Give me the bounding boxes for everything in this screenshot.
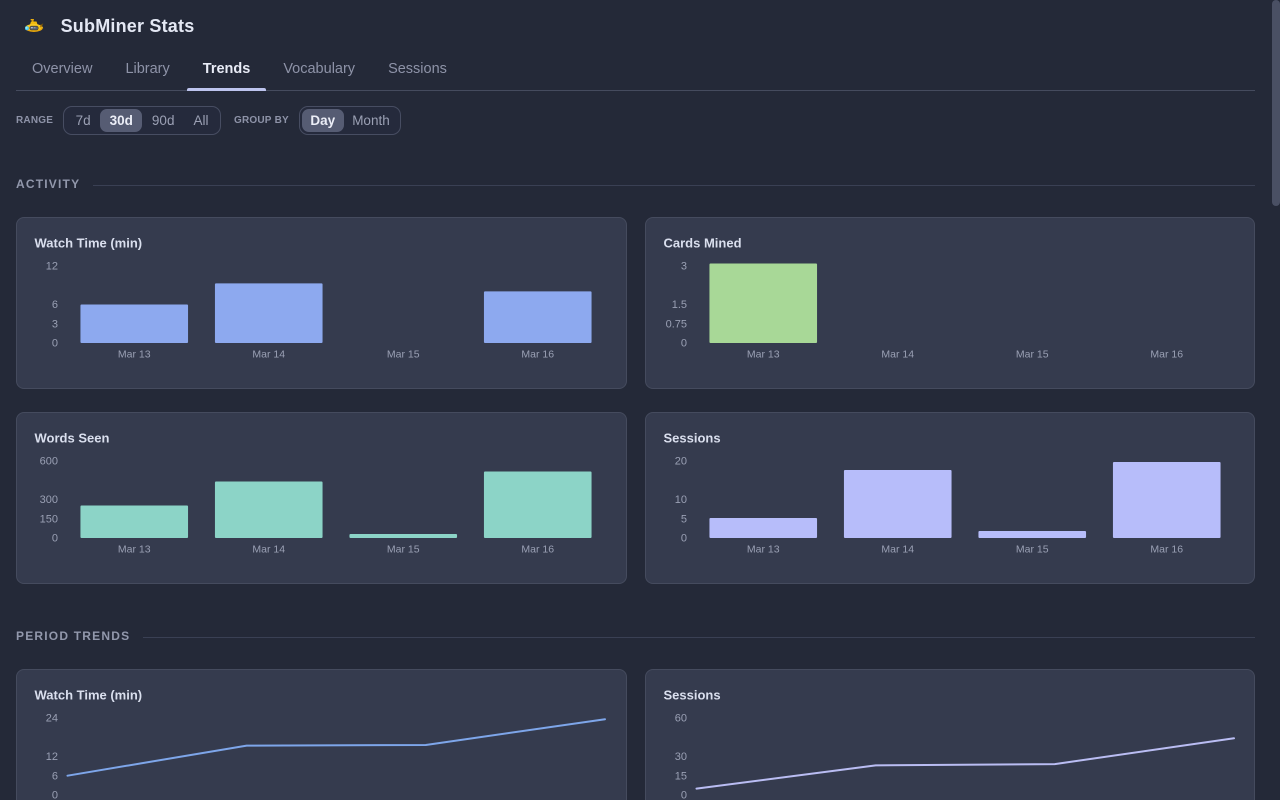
svg-text:Watch Time (min): Watch Time (min) [35,235,143,250]
svg-text:Sessions: Sessions [663,688,720,703]
svg-text:Cards Mined: Cards Mined [663,235,741,250]
svg-text:10: 10 [674,494,686,506]
svg-text:Mar 16: Mar 16 [521,348,554,360]
svg-text:5: 5 [680,513,686,525]
svg-text:24: 24 [46,713,58,725]
svg-text:Mar 14: Mar 14 [881,348,914,360]
svg-text:Mar 15: Mar 15 [1015,543,1048,555]
svg-text:0: 0 [680,532,686,544]
svg-text:Mar 16: Mar 16 [1150,543,1183,555]
svg-text:3: 3 [52,318,58,330]
svg-text:3: 3 [680,260,686,272]
svg-text:300: 300 [40,494,58,506]
svg-text:Mar 15: Mar 15 [387,543,420,555]
svg-text:Mar 14: Mar 14 [252,543,285,555]
svg-text:12: 12 [46,260,58,272]
svg-text:0: 0 [52,790,58,800]
svg-text:Mar 15: Mar 15 [1015,348,1048,360]
svg-text:Mar 13: Mar 13 [118,348,151,360]
svg-text:60: 60 [674,713,686,725]
svg-text:Mar 14: Mar 14 [252,348,285,360]
svg-text:Mar 16: Mar 16 [1150,348,1183,360]
svg-text:Words Seen: Words Seen [35,430,110,445]
svg-text:Watch Time (min): Watch Time (min) [35,688,143,703]
svg-text:6: 6 [52,299,58,311]
svg-text:600: 600 [40,455,58,467]
svg-text:0: 0 [52,532,58,544]
svg-text:Mar 13: Mar 13 [118,543,151,555]
svg-text:0: 0 [680,337,686,349]
svg-text:Mar 13: Mar 13 [746,348,779,360]
svg-text:150: 150 [40,513,58,525]
svg-text:12: 12 [46,751,58,763]
svg-text:Mar 15: Mar 15 [387,348,420,360]
svg-text:0: 0 [680,790,686,800]
svg-text:6: 6 [52,771,58,783]
svg-text:Mar 14: Mar 14 [881,543,914,555]
svg-text:15: 15 [674,771,686,783]
svg-text:1.5: 1.5 [671,299,686,311]
svg-text:0: 0 [52,337,58,349]
svg-text:Mar 16: Mar 16 [521,543,554,555]
svg-text:Mar 13: Mar 13 [746,543,779,555]
svg-text:0.75: 0.75 [665,318,686,330]
svg-text:20: 20 [674,455,686,467]
svg-text:30: 30 [674,751,686,763]
svg-text:Sessions: Sessions [663,430,720,445]
